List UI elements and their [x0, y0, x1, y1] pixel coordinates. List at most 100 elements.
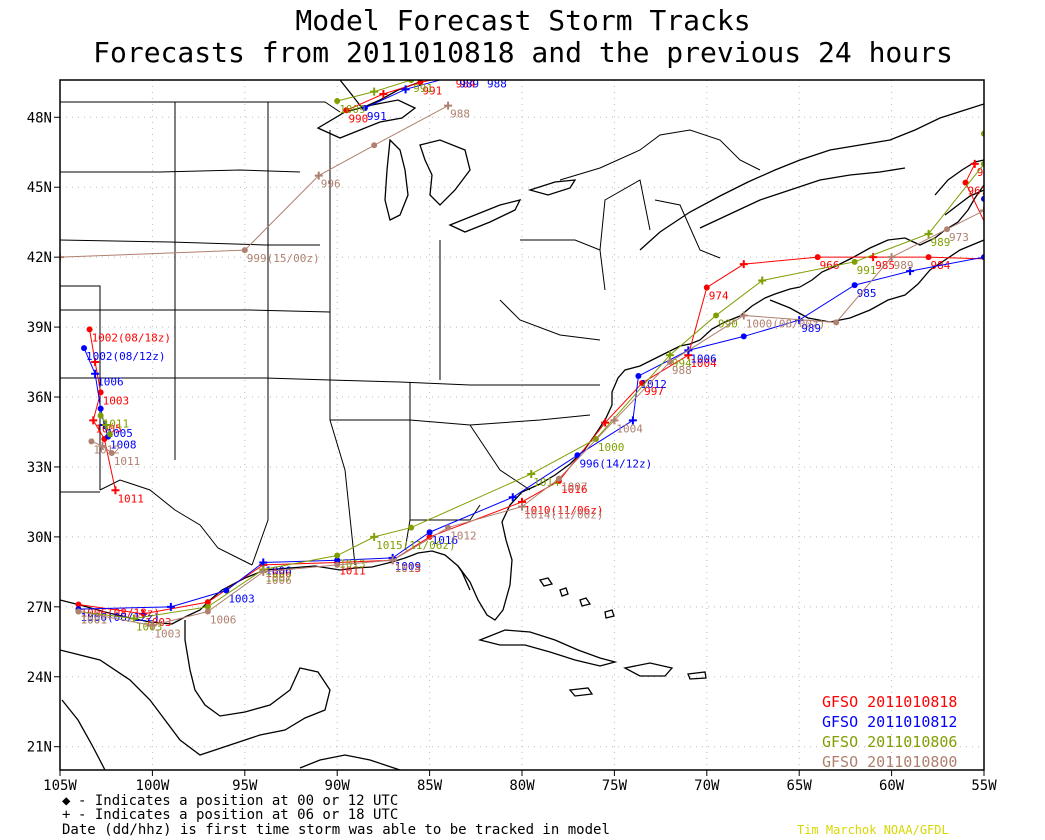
- pressure-label: 967: [968, 185, 988, 198]
- pressure-label: 989: [459, 77, 479, 90]
- mexico-coast: [60, 620, 331, 756]
- pressure-label: 990: [718, 317, 738, 330]
- track-point-06-18utc: [139, 609, 148, 618]
- lat-tick-label: 42N: [27, 250, 52, 266]
- pressure-label: 1012: [450, 530, 477, 543]
- pressure-label: 1006: [210, 613, 237, 626]
- track-point-00-12utc: [20, 236, 26, 242]
- pressure-label: 1007: [561, 481, 588, 494]
- lat-tick-label: 45N: [27, 180, 52, 196]
- lake-superior: [316, 99, 417, 139]
- pressure-label: 1016: [561, 483, 588, 496]
- newfoundland-coast: [934, 159, 984, 196]
- track-point-00-12utc: [925, 254, 932, 261]
- storm-track: 10011003100710131015(11/06z)101410009949…: [75, 130, 1016, 633]
- pressure-label: 1002(08/12z): [86, 350, 165, 363]
- track-point-00-12utc: [417, 80, 424, 86]
- map-title: Model Forecast Storm Tracks: [295, 4, 750, 37]
- lat-tick-label: 33N: [27, 460, 52, 476]
- track-point-00-12utc: [343, 107, 350, 114]
- maritime-coast: [799, 184, 984, 288]
- coastlines: [60, 80, 984, 770]
- lon-tick-label: 70W: [694, 778, 720, 794]
- track-point-00-12utc: [445, 524, 452, 531]
- track-point-06-18utc: [1008, 134, 1016, 142]
- track-point-06-18utc: [60, 253, 64, 262]
- storm-track: 991 989 988: [361, 77, 507, 123]
- track-point-00-12utc: [635, 373, 642, 380]
- track-point-06-18utc: [379, 89, 388, 98]
- track-point-00-12utc: [334, 557, 341, 564]
- storm-track: 1009 991: [334, 80, 433, 116]
- lat-tick-label: 36N: [27, 390, 52, 406]
- track-line: [78, 133, 984, 619]
- pressure-label: 1006: [690, 352, 717, 365]
- pressure-label: 1004: [616, 422, 643, 435]
- track-point-00-12utc: [833, 319, 840, 326]
- pressure-label: 1015(11/06z): [376, 539, 455, 552]
- pressure-label: 985: [857, 287, 877, 300]
- track-point-00-12utc: [740, 333, 747, 340]
- lat-tick-label: 21N: [27, 740, 52, 756]
- note-dot-symbol: ◆: [62, 793, 71, 809]
- track-point-06-18utc: [370, 532, 379, 541]
- pressure-label: 1003: [103, 394, 130, 407]
- legend-entry-1: GFSO 2011010818: [822, 693, 957, 711]
- track-point-00-12utc: [223, 587, 230, 594]
- pressure-label: 990: [348, 112, 368, 125]
- storm-track: 1001 1003 1006 1006 1014 1012 1014(11/00z) 1007…: [75, 206, 984, 640]
- note-plus: - Indicates a position at 06 or 18 UTC: [78, 807, 398, 823]
- track-point-00-12utc: [814, 254, 821, 261]
- pressure-label: 985: [875, 259, 895, 272]
- track-point-06-18utc: [924, 229, 933, 238]
- track-line: [346, 80, 434, 111]
- pressure-label: 1004: [690, 357, 717, 370]
- track-point-06-18utc: [91, 358, 100, 367]
- pressure-label: 1009: [395, 560, 422, 573]
- pressure-label: 1000: [598, 441, 625, 454]
- lon-tick-label: 95W: [232, 778, 258, 794]
- track-point-00-12utc: [408, 524, 415, 531]
- track-point-06-18utc: [998, 137, 1006, 145]
- pressure-label: 996: [321, 178, 341, 191]
- pressure-label: 991: [367, 110, 387, 123]
- track-point-00-12utc: [426, 529, 433, 536]
- track-point-00-12utc: [106, 431, 113, 438]
- pressure-label: 1007: [265, 572, 292, 585]
- pressure-label: 1011: [339, 565, 366, 578]
- track-line: [89, 329, 116, 491]
- track-point-00-12utc: [851, 282, 858, 289]
- track-point-06-18utc: [739, 260, 748, 269]
- pressure-label: 991: [413, 82, 433, 95]
- track-point-00-12utc: [851, 258, 858, 265]
- track-point-00-12utc: [241, 247, 248, 254]
- track-point-00-12utc: [361, 104, 368, 111]
- pressure-label: 1002(08/18z): [92, 331, 171, 344]
- pressure-label: 988: [487, 77, 507, 90]
- track-point-00-12utc: [713, 312, 720, 319]
- lon-tick-label: 65W: [787, 778, 813, 794]
- track-point-06-18utc: [102, 421, 111, 429]
- track-point-06-18utc: [91, 369, 100, 378]
- lake-erie: [448, 199, 522, 233]
- track-point-00-12utc: [97, 405, 104, 412]
- track-point-00-12utc: [86, 326, 93, 333]
- pressure-label: 985: [986, 259, 1006, 272]
- track-point-00-12utc: [426, 533, 433, 540]
- track-point-00-12utc: [574, 452, 581, 459]
- map-axes: 105W 100W 95W 90W 85W 80W 75W 70W 65W 60W 55W 21N 24…: [27, 110, 998, 794]
- track-point-06-18utc: [148, 621, 157, 630]
- track-point-06-18utc: [758, 276, 767, 285]
- lake-huron: [419, 139, 471, 206]
- pressure-label: 984: [456, 77, 476, 90]
- pressure-label: 1013: [395, 562, 422, 575]
- pressure-label: 1006(08/18z): [80, 606, 159, 619]
- track-point-06-18utc: [998, 255, 1006, 263]
- track-point-06-18utc: [98, 441, 107, 450]
- track-point-06-18utc: [401, 85, 410, 94]
- pressure-label: 994: [672, 357, 692, 370]
- pressure-label: 1001: [80, 613, 107, 626]
